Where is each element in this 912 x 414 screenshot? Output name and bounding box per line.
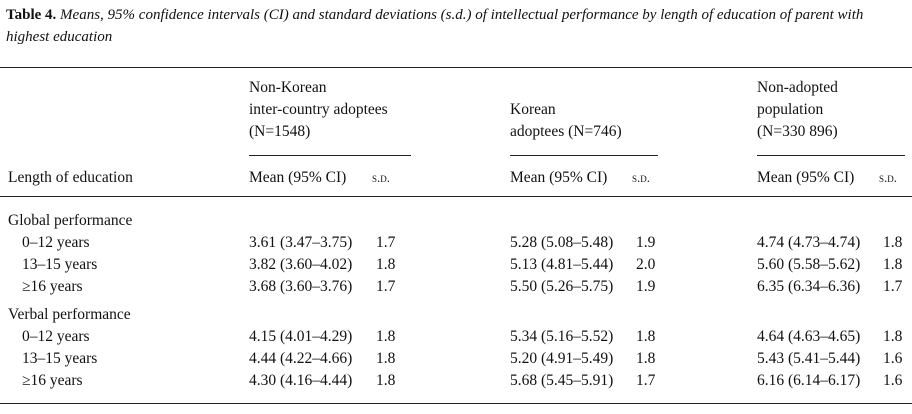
cell-sd: 1.8 [883,234,903,251]
column-header: Mean (95% CI) [510,169,608,186]
column-header: Mean (95% CI) [757,169,855,186]
title-text: Means, 95% confidence intervals (CI) and… [6,7,864,45]
cell-mean: 4.64 (4.63–4.65) [757,328,861,345]
table-title: Table 4. Means, 95% confidence intervals… [6,4,896,48]
group-header: (N=1548) [249,123,311,140]
cell-sd: 1.7 [376,234,396,251]
cell-sd: 1.8 [376,328,396,345]
row-label: 13–15 years [22,350,98,367]
group-header: population [757,101,824,118]
cell-sd: 1.8 [376,350,396,367]
row-label: 0–12 years [22,328,90,345]
row-label: ≥16 years [22,372,83,389]
cell-mean: 5.20 (4.91–5.49) [510,350,614,367]
group-header: adoptees (N=746) [510,123,622,140]
cell-sd: 1.8 [883,256,903,273]
cell-mean: 4.74 (4.73–4.74) [757,234,861,251]
cell-sd: 1.9 [636,278,656,295]
section-label: Verbal performance [8,306,131,323]
group-rule [249,155,411,156]
cell-sd: 1.7 [883,278,903,295]
cell-sd: 1.9 [636,234,656,251]
cell-mean: 5.60 (5.58–5.62) [757,256,861,273]
cell-mean: 3.82 (3.60–4.02) [249,256,353,273]
column-header: Mean (95% CI) [249,169,347,186]
column-header: Length of education [8,169,133,186]
cell-mean: 5.43 (5.41–5.44) [757,350,861,367]
group-rule [757,155,905,156]
cell-mean: 5.50 (5.26–5.75) [510,278,614,295]
cell-mean: 6.16 (6.14–6.17) [757,372,861,389]
group-rule [510,155,658,156]
cell-mean: 6.35 (6.34–6.36) [757,278,861,295]
row-label: 0–12 years [22,234,90,251]
cell-sd: 1.8 [636,350,656,367]
column-header: s.d. [632,170,651,185]
cell-sd: 1.6 [883,350,903,367]
bottom-rule [0,403,912,404]
cell-mean: 5.13 (4.81–5.44) [510,256,614,273]
cell-mean: 4.15 (4.01–4.29) [249,328,353,345]
cell-sd: 1.8 [376,372,396,389]
row-label: ≥16 years [22,278,83,295]
cell-sd: 1.7 [376,278,396,295]
group-header: Korean [510,101,556,118]
section-label: Global performance [8,212,133,229]
cell-mean: 5.28 (5.08–5.48) [510,234,614,251]
cell-mean: 4.30 (4.16–4.44) [249,372,353,389]
header-rule [0,196,912,197]
cell-sd: 1.8 [376,256,396,273]
cell-sd: 1.8 [883,328,903,345]
group-header: Non-adopted [757,79,838,96]
cell-sd: 2.0 [636,256,656,273]
column-header: s.d. [879,170,898,185]
group-header: (N=330 896) [757,123,838,140]
cell-mean: 4.44 (4.22–4.66) [249,350,353,367]
cell-mean: 5.34 (5.16–5.52) [510,328,614,345]
group-header: inter-country adoptees [249,101,388,118]
title-label: Table 4. [6,7,57,23]
cell-sd: 1.7 [636,372,656,389]
cell-mean: 3.68 (3.60–3.76) [249,278,353,295]
row-label: 13–15 years [22,256,98,273]
column-header: s.d. [372,170,391,185]
group-header: Non-Korean [249,79,327,96]
cell-sd: 1.8 [636,328,656,345]
top-rule [0,67,912,68]
cell-mean: 5.68 (5.45–5.91) [510,372,614,389]
cell-sd: 1.6 [883,372,903,389]
cell-mean: 3.61 (3.47–3.75) [249,234,353,251]
